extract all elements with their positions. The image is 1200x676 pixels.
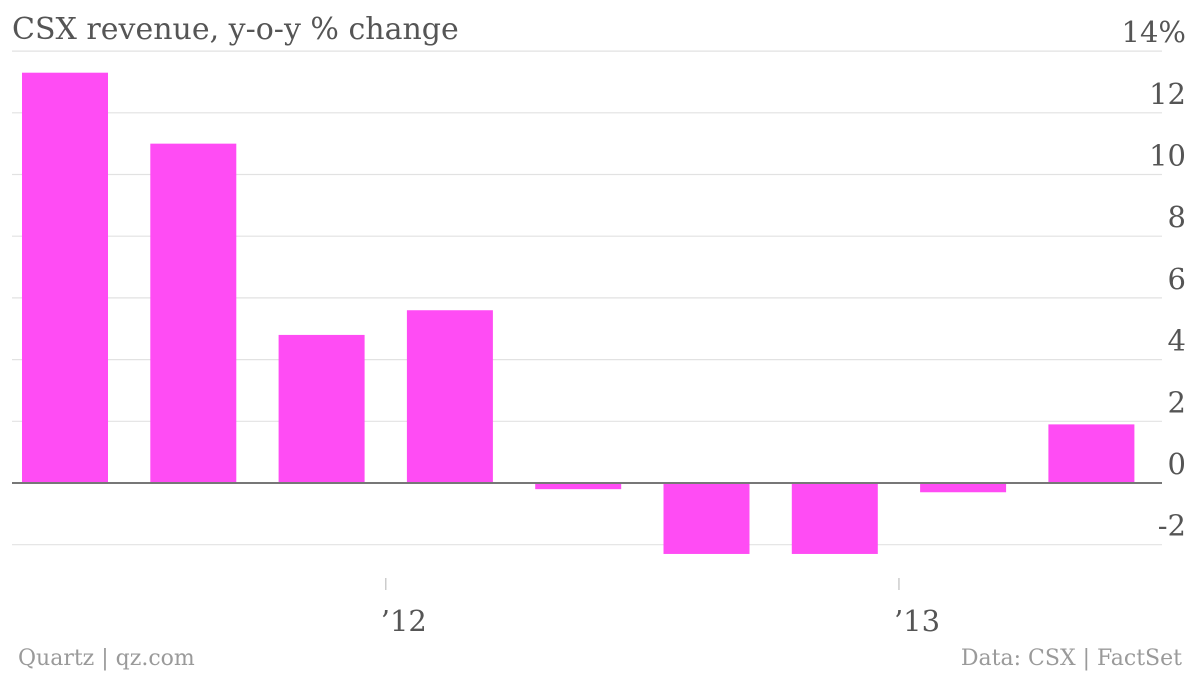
y-tick-label: 12 xyxy=(1149,77,1186,111)
bar xyxy=(663,483,750,554)
bar xyxy=(535,483,622,490)
x-tick-label: ’12 xyxy=(381,604,427,638)
bar xyxy=(22,72,108,483)
bar xyxy=(920,483,1007,493)
x-tick-label: ’13 xyxy=(894,604,940,638)
bar xyxy=(1048,424,1135,483)
bar xyxy=(406,310,493,483)
bar xyxy=(791,483,878,554)
y-tick-label: -2 xyxy=(1158,509,1186,543)
y-axis-ticks: -2 0 2 4 6 8 10 12 14% xyxy=(1122,15,1186,543)
footer-source-right: Data: CSX | FactSet xyxy=(960,646,1182,671)
bar xyxy=(278,334,365,483)
bar xyxy=(150,143,237,483)
chart-title: CSX revenue, y-o-y % change xyxy=(12,12,459,47)
x-axis-ticks: ’12 ’13 xyxy=(381,578,940,638)
y-tick-label: 6 xyxy=(1168,262,1186,296)
y-tick-label: 10 xyxy=(1149,139,1186,173)
y-tick-label: 4 xyxy=(1168,324,1186,358)
y-tick-label: 0 xyxy=(1168,447,1186,481)
y-tick-label: 14% xyxy=(1122,15,1186,49)
y-tick-label: 2 xyxy=(1168,385,1186,419)
footer-source-left: Quartz | qz.com xyxy=(18,646,195,671)
y-tick-label: 8 xyxy=(1168,200,1186,234)
bars xyxy=(22,72,1135,554)
